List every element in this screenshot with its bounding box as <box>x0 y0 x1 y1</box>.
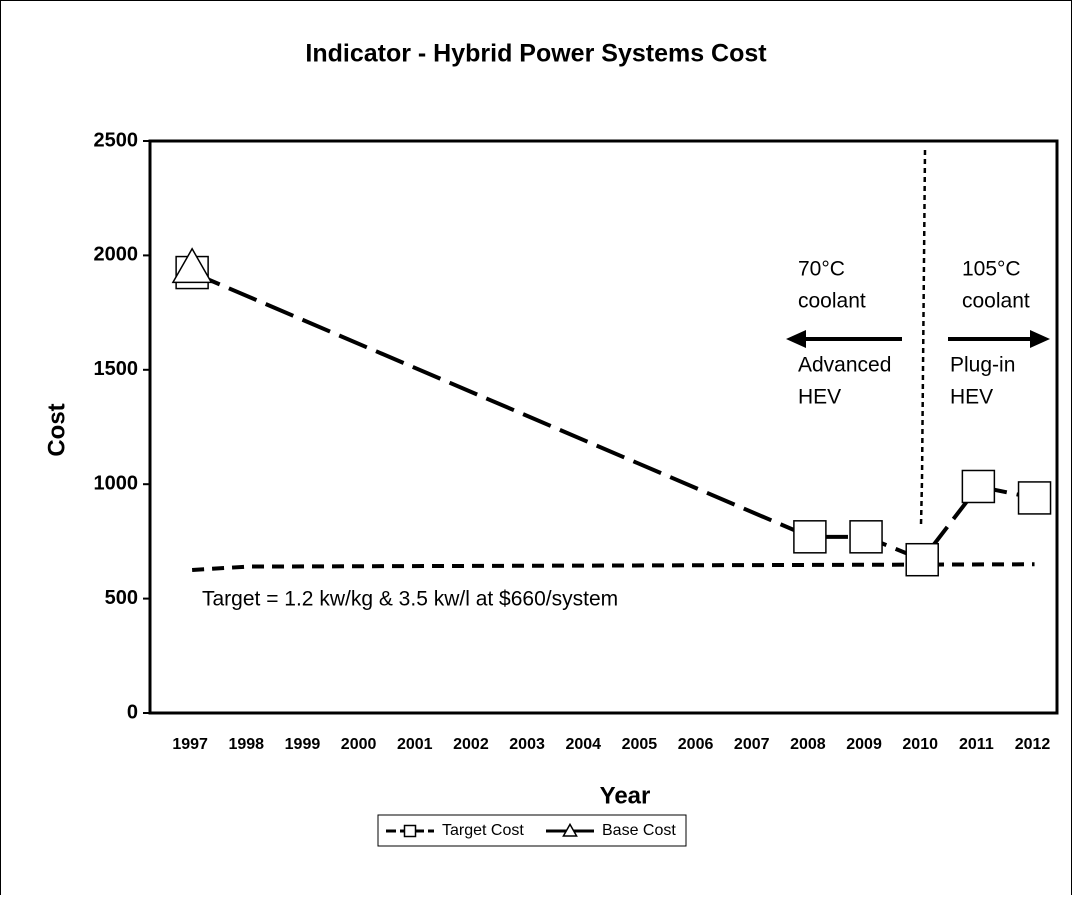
x-tick-label: 2002 <box>453 736 489 753</box>
y-tick-label: 1000 <box>94 472 139 494</box>
y-tick-label: 2500 <box>94 129 139 151</box>
annotation: HEV <box>950 386 993 409</box>
x-tick-label: 2010 <box>902 736 938 753</box>
x-tick-label: 1997 <box>172 736 208 753</box>
annotation: Advanced <box>798 354 891 377</box>
annotation: 105°C <box>962 258 1021 281</box>
x-tick-label: 2012 <box>1015 736 1051 753</box>
annotation: Plug-in <box>950 354 1015 377</box>
x-axis-label: Year <box>600 782 651 809</box>
annotation: coolant <box>962 290 1030 313</box>
legend-label: Base Cost <box>602 822 676 839</box>
x-tick-label: 2005 <box>622 736 658 753</box>
x-tick-label: 2006 <box>678 736 714 753</box>
marker-square <box>905 542 939 577</box>
legend-label: Target Cost <box>442 822 524 839</box>
x-tick-label: 2001 <box>397 736 433 753</box>
y-tick-label: 1500 <box>94 358 139 380</box>
arrow-left <box>786 330 902 348</box>
x-tick-label: 2004 <box>565 736 601 753</box>
x-tick-label: 2000 <box>341 736 377 753</box>
x-tick-label: 1998 <box>228 736 264 753</box>
y-tick-label: 2000 <box>94 244 139 266</box>
x-tick-label: 2008 <box>790 736 826 753</box>
plot-frame <box>148 139 1059 715</box>
target-line <box>191 562 1035 572</box>
arrow-right <box>948 330 1050 348</box>
marker-triangle <box>171 247 213 284</box>
x-tick-label: 1999 <box>285 736 321 753</box>
annotation: 70°C <box>798 258 845 281</box>
marker-square <box>849 520 883 554</box>
target-label: Target = 1.2 kw/kg & 3.5 kw/l at $660/sy… <box>202 588 618 611</box>
annotation: coolant <box>798 290 866 313</box>
annotation: HEV <box>798 386 841 409</box>
y-axis-label: Cost <box>43 403 70 456</box>
y-tick-label: 0 <box>127 701 138 723</box>
divider <box>919 149 927 526</box>
marker-triangle <box>562 822 578 837</box>
marker-square <box>793 520 827 554</box>
chart-title: Indicator - Hybrid Power Systems Cost <box>305 40 767 68</box>
y-tick-label: 500 <box>105 587 138 609</box>
x-tick-label: 2009 <box>846 736 882 753</box>
x-tick-label: 2007 <box>734 736 770 753</box>
x-tick-label: 2011 <box>959 736 994 753</box>
marker-square <box>403 824 417 838</box>
marker-square <box>961 469 996 504</box>
x-tick-label: 2003 <box>509 736 545 753</box>
marker-square <box>1017 481 1052 515</box>
